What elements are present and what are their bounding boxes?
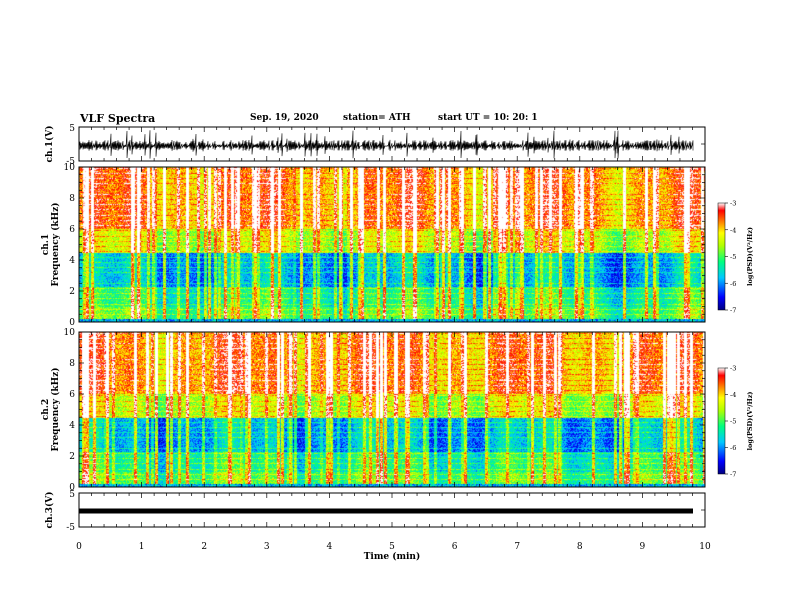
y-tick-label: 5 [69, 490, 75, 500]
colorbar-label: log(PSD)(V²/Hz) [746, 227, 754, 286]
x-tick-label: 8 [577, 542, 583, 552]
y-tick-label: 4 [69, 256, 75, 266]
x-tick-label: 6 [452, 542, 458, 552]
colorbar-1 [717, 202, 726, 311]
y-tick-label: 0 [69, 318, 75, 328]
x-tick-label: 2 [201, 542, 207, 552]
colorbar-2 [717, 367, 726, 475]
ch3-waveform-trace [79, 508, 693, 514]
x-tick-label: 0 [76, 542, 82, 552]
ch1-spectrogram-ylabel: Frequency (kHz) [50, 202, 61, 286]
ch2-spectrogram-image [79, 332, 705, 487]
y-tick-label: 10 [64, 163, 76, 173]
figure-title: VLF Spectra [80, 112, 156, 125]
colorbar-tick-label: -6 [730, 280, 736, 288]
x-tick-label: 7 [514, 542, 520, 552]
date-label: Sep. 19, 2020 [250, 113, 319, 123]
x-tick-label: 9 [640, 542, 646, 552]
x-axis-label: Time (min) [364, 551, 421, 562]
y-tick-label: -5 [66, 523, 75, 533]
colorbar-tick-label: -7 [730, 307, 736, 315]
colorbar-tick-label: -4 [730, 226, 736, 234]
y-tick-label: 2 [69, 452, 75, 462]
ch1-waveform-ylabel: ch.1(V) [44, 126, 55, 163]
y-tick-label: -5 [66, 157, 75, 167]
x-tick-label: 3 [264, 542, 270, 552]
ch2-spectrogram-ylabel: Frequency (kHz) [50, 367, 61, 451]
y-tick-label: 8 [69, 359, 75, 369]
colorbar-label: log(PSD)(V²/Hz) [746, 392, 754, 451]
y-tick-label: 8 [69, 194, 75, 204]
y-tick-label: 6 [69, 390, 75, 400]
y-tick-label: 10 [64, 328, 76, 338]
colorbar-tick-label: -3 [730, 365, 736, 373]
y-tick-label: 2 [69, 287, 75, 297]
x-tick-label: 1 [139, 542, 145, 552]
y-tick-label: 0 [69, 483, 75, 493]
station-label: station= ATH [343, 113, 411, 123]
y-tick-label: 4 [69, 421, 75, 431]
start-time-label: start UT = 10: 20: 1 [438, 113, 538, 123]
y-tick-label: 5 [69, 124, 75, 134]
ch1-spectrogram-ylabel: ch.1 [41, 234, 51, 255]
ch3-waveform-ylabel: ch.3(V) [44, 492, 55, 529]
colorbar-tick-label: -4 [730, 391, 736, 399]
ch1-waveform-trace [78, 130, 694, 159]
ch1-spectrogram-image [79, 167, 705, 322]
x-tick-label: 5 [389, 542, 395, 552]
ch2-spectrogram-ylabel: ch.2 [41, 399, 51, 420]
colorbar-tick-label: -3 [730, 200, 736, 208]
colorbar-tick-label: -5 [730, 253, 736, 261]
y-tick-label: 6 [69, 225, 75, 235]
colorbar-tick-label: -6 [730, 444, 736, 452]
colorbar-tick-label: -5 [730, 418, 736, 426]
colorbar-tick-label: -7 [730, 471, 736, 479]
x-tick-label: 4 [327, 542, 333, 552]
x-tick-label: 10 [699, 542, 711, 552]
